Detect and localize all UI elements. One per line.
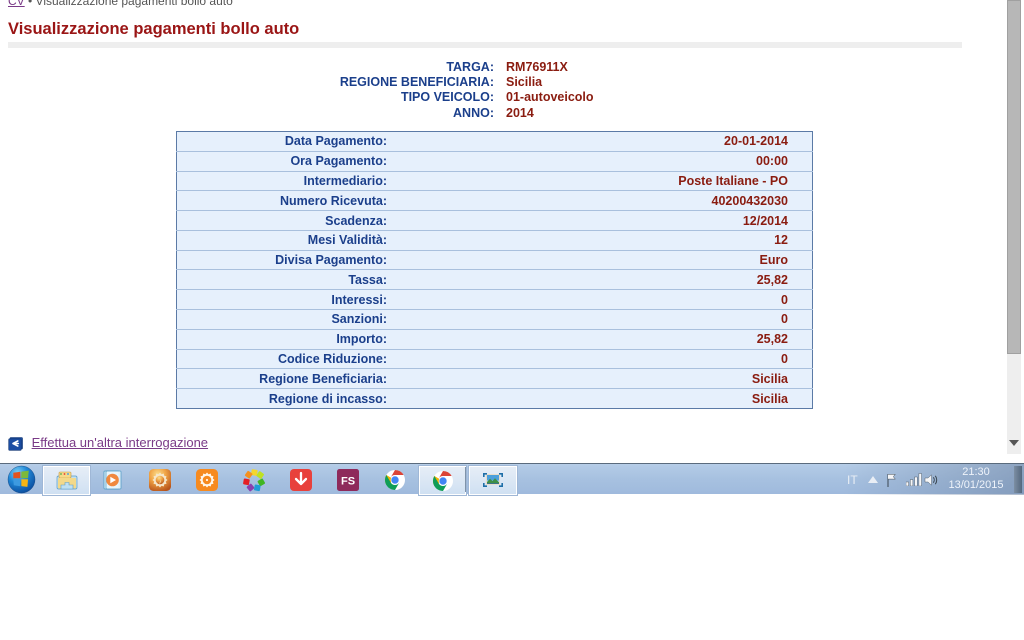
svg-text:FS: FS xyxy=(340,475,354,487)
svg-text:♪: ♪ xyxy=(158,479,161,485)
